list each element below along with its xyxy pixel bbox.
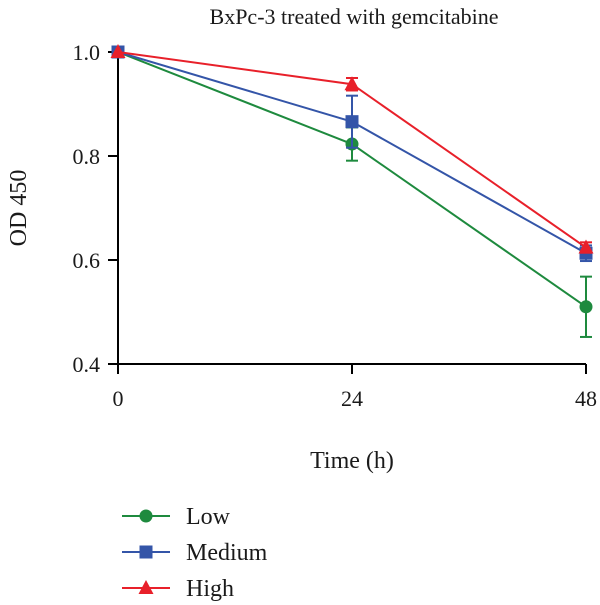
x-axis-label: Time (h) bbox=[310, 448, 394, 474]
x-tick-label: 24 bbox=[341, 386, 363, 411]
legend-item-medium: Medium bbox=[122, 540, 268, 566]
series-high bbox=[110, 44, 594, 254]
data-point bbox=[579, 300, 593, 314]
data-point bbox=[110, 44, 126, 58]
legend-marker bbox=[139, 509, 153, 523]
x-tick-label: 0 bbox=[113, 386, 124, 411]
y-axis: 0.4 0.6 0.8 1.0 bbox=[73, 40, 119, 377]
legend: Low Medium High bbox=[122, 504, 268, 602]
legend-label: Low bbox=[186, 504, 231, 530]
legend-label: Medium bbox=[186, 540, 268, 566]
legend-label: High bbox=[186, 576, 234, 602]
data-point bbox=[578, 239, 594, 254]
legend-marker bbox=[138, 580, 154, 594]
x-tick-label: 48 bbox=[575, 386, 597, 411]
y-tick-label: 0.8 bbox=[73, 144, 101, 169]
data-point bbox=[345, 115, 359, 129]
legend-marker bbox=[139, 545, 153, 559]
legend-item-low: Low bbox=[122, 504, 231, 530]
plot-area bbox=[110, 44, 594, 338]
y-tick-label: 0.6 bbox=[73, 248, 101, 273]
y-tick-label: 0.4 bbox=[73, 352, 101, 377]
y-axis-label: OD 450 bbox=[6, 170, 32, 247]
chart-title: BxPc-3 treated with gemcitabine bbox=[210, 4, 499, 29]
x-axis: 0 24 48 bbox=[113, 363, 597, 411]
y-tick-label: 1.0 bbox=[73, 40, 101, 65]
legend-item-high: High bbox=[122, 576, 234, 602]
data-point bbox=[344, 76, 360, 91]
